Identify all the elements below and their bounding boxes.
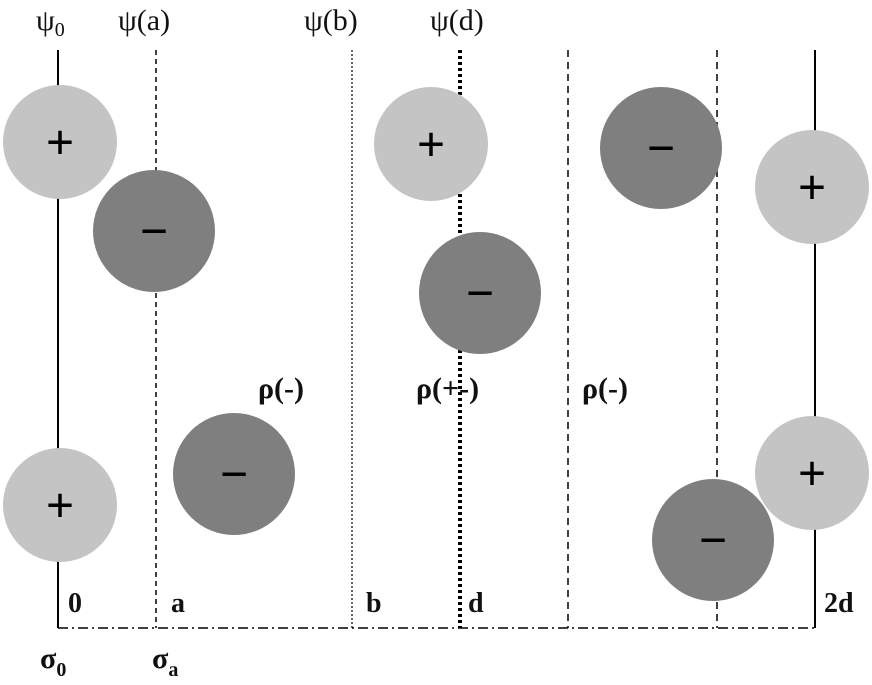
positive-ion: +	[755, 130, 869, 244]
sigma-a-label: σa	[152, 642, 178, 681]
negative-ion: −	[93, 170, 215, 292]
positive-ion: +	[755, 416, 869, 530]
negative-ion-circle	[419, 232, 541, 354]
negative-ion-circle	[173, 413, 295, 535]
position-b-label: b	[366, 588, 382, 619]
negative-ion: −	[652, 479, 774, 601]
positive-ion: +	[3, 85, 117, 199]
positive-ion-circle	[755, 130, 869, 244]
plus-sign: +	[798, 159, 827, 215]
plus-sign: +	[46, 114, 75, 170]
negative-ion: −	[419, 232, 541, 354]
minus-sign: −	[140, 203, 169, 259]
positive-ion-circle	[3, 448, 117, 562]
density-label-right: ρ(-)	[582, 372, 628, 405]
positive-ion-circle	[755, 416, 869, 530]
psi0-label: ψ0	[36, 4, 65, 41]
positive-ion-circle	[3, 85, 117, 199]
psi-a-label: ψ(a)	[118, 4, 170, 37]
psi-b-label: ψ(b)	[304, 4, 358, 37]
minus-sign: −	[647, 120, 676, 176]
position-0-label: 0	[68, 588, 82, 619]
negative-ion: −	[173, 413, 295, 535]
plus-sign: +	[417, 116, 446, 172]
position-2d-label: 2d	[824, 588, 854, 619]
plus-sign: +	[46, 477, 75, 533]
negative-ion-circle	[93, 170, 215, 292]
positive-ion: +	[374, 87, 488, 201]
negative-ion-circle	[600, 87, 722, 209]
minus-sign: −	[699, 512, 728, 568]
position-d-label: d	[468, 588, 484, 619]
negative-ion-circle	[652, 479, 774, 601]
minus-sign: −	[220, 446, 249, 502]
positive-ion-circle	[374, 87, 488, 201]
psi-d-label: ψ(d)	[430, 4, 484, 37]
plus-sign: +	[798, 445, 827, 501]
density-label-middle: ρ(+-)	[416, 372, 479, 405]
positive-ion: +	[3, 448, 117, 562]
position-a-label: a	[171, 588, 185, 619]
density-label-left: ρ(-)	[258, 372, 304, 405]
minus-sign: −	[466, 265, 495, 321]
sigma0-label: σ0	[40, 642, 66, 681]
negative-ion: −	[600, 87, 722, 209]
